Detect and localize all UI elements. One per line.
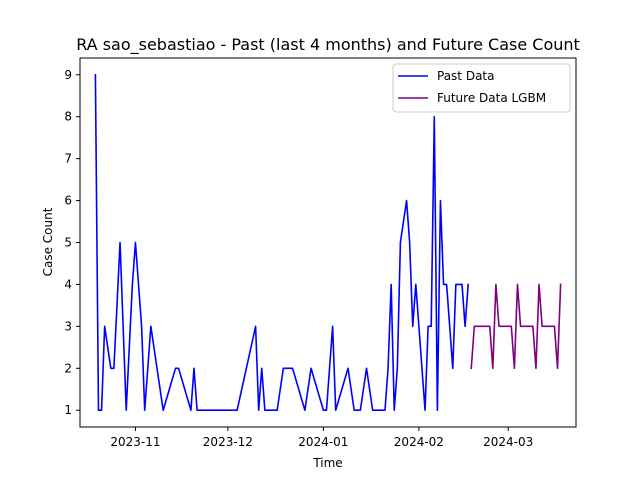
y-tick-label: 3 — [64, 319, 72, 333]
x-tick-label: 2023-12 — [203, 435, 253, 449]
y-tick-label: 5 — [64, 236, 72, 250]
y-tick-label: 2 — [64, 361, 72, 375]
y-tick-label: 6 — [64, 194, 72, 208]
chart-title: RA sao_sebastiao - Past (last 4 months) … — [76, 35, 580, 55]
series-line-past-data — [94, 73, 470, 412]
y-axis-label: Case Count — [41, 207, 55, 276]
series-layer — [94, 73, 562, 412]
y-tick-label: 8 — [64, 110, 72, 124]
legend-box — [392, 63, 571, 113]
x-tick-label: 2024-02 — [394, 435, 444, 449]
y-axis: 1 2 3 4 5 6 7 8 9 — [64, 68, 80, 417]
legend: Past Data Future Data LGBM — [392, 63, 571, 113]
y-tick-label: 9 — [64, 68, 72, 82]
y-tick-label: 7 — [64, 152, 72, 166]
x-tick-label: 2024-01 — [298, 435, 348, 449]
legend-label: Past Data — [437, 69, 494, 83]
y-tick-label: 1 — [64, 403, 72, 417]
x-tick-label: 2023-11 — [110, 435, 160, 449]
series-line-future-data — [470, 283, 562, 370]
x-tick-label: 2024-03 — [483, 435, 533, 449]
legend-label: Future Data LGBM — [437, 91, 546, 105]
x-axis-label: Time — [312, 456, 342, 470]
x-axis: 2023-11 2023-12 2024-01 2024-02 2024-03 — [110, 427, 533, 449]
y-tick-label: 4 — [64, 277, 72, 291]
